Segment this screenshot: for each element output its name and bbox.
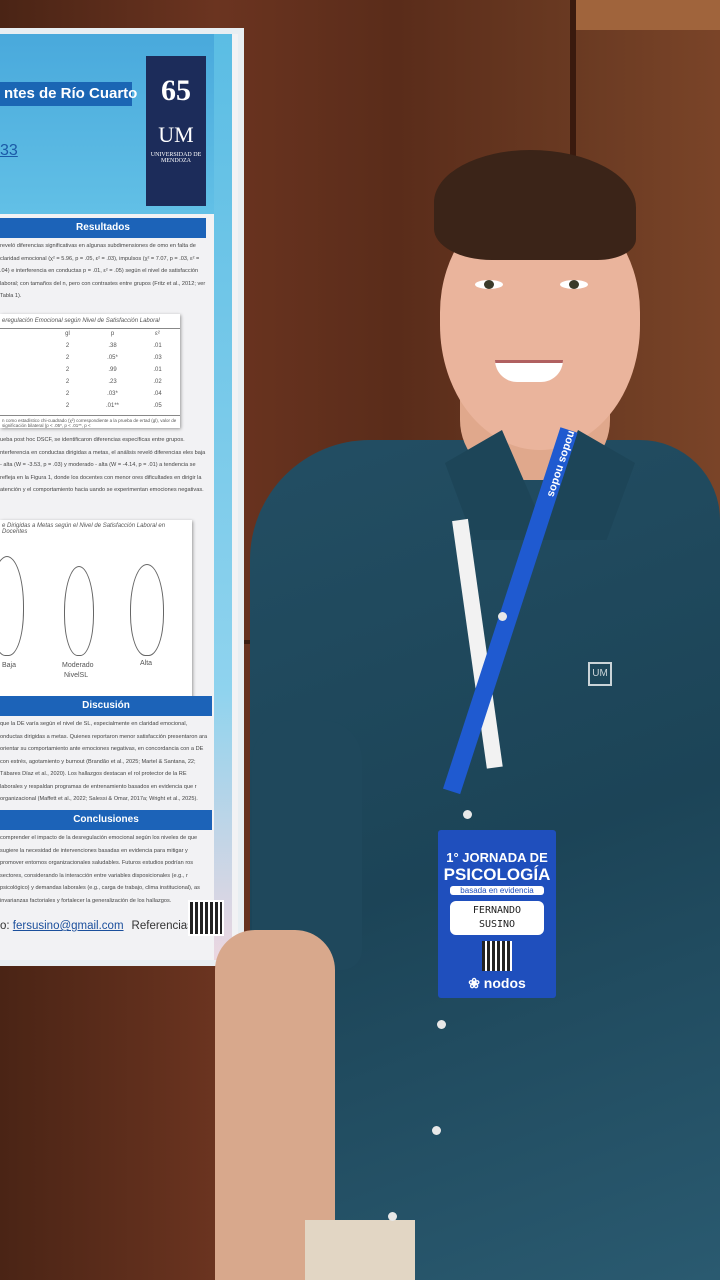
contact-line: o: fersusino@gmail.com Referencias: bbox=[0, 920, 197, 932]
badge-qr-code bbox=[482, 941, 512, 971]
university-logo: 65 UM UNIVERSIDAD DE MENDOZA bbox=[146, 56, 206, 206]
shirt-logo: UM bbox=[588, 662, 612, 686]
shirt-button bbox=[388, 1212, 397, 1221]
violin-alta bbox=[130, 564, 164, 656]
results-table: eregulación Emocional según Nivel de Sat… bbox=[0, 314, 180, 428]
poster-code: 33 bbox=[0, 142, 18, 159]
badge-name: FERNANDO SUSINO bbox=[450, 901, 544, 935]
posthoc-text: ueba post hoc DSCF, se identificaron dif… bbox=[0, 437, 206, 493]
discussion-text: que la DE varía según el nivel de SL, es… bbox=[0, 721, 208, 802]
results-text: reveló diferencias significativas en alg… bbox=[0, 243, 206, 299]
table-row: 2.99.01 bbox=[65, 367, 162, 373]
x-tick: Baja bbox=[2, 662, 17, 669]
smile bbox=[495, 360, 563, 382]
pants bbox=[305, 1220, 415, 1280]
table-row: 2.05* .03 bbox=[65, 355, 162, 361]
x-tick: Alta bbox=[140, 660, 153, 667]
table-row: 2.03* .04 bbox=[65, 391, 162, 397]
eye bbox=[475, 280, 503, 289]
section-results: Resultados bbox=[0, 218, 206, 238]
poster-stripe bbox=[214, 34, 232, 960]
email-link[interactable]: fersusino@gmail.com bbox=[12, 920, 124, 932]
research-poster: ntes de Río Cuarto 33 65 UM UNIVERSIDAD … bbox=[0, 28, 244, 966]
hair bbox=[434, 150, 636, 260]
violin-figure: e Dirigidas a Metas según el Nivel de Sa… bbox=[0, 520, 192, 710]
conclusions-text: comprender el impacto de la desregulació… bbox=[0, 835, 200, 904]
shirt-button bbox=[432, 1126, 441, 1135]
eye bbox=[560, 280, 588, 289]
nodos-logo: ❀ nodos bbox=[468, 975, 526, 991]
shirt-button bbox=[498, 612, 507, 621]
wall-panel bbox=[576, 0, 720, 30]
table-row: 2.23.02 bbox=[65, 379, 162, 385]
section-conclusions: Conclusiones bbox=[0, 810, 212, 830]
x-label: NivelSL bbox=[64, 672, 89, 679]
shirt-button bbox=[437, 1020, 446, 1029]
section-discussion: Discusión bbox=[0, 696, 212, 716]
x-tick: Moderado bbox=[62, 662, 94, 669]
table-row: 2.38.01 bbox=[65, 343, 162, 349]
qr-code bbox=[188, 900, 224, 936]
poster-title: ntes de Río Cuarto bbox=[0, 82, 137, 106]
sleeve bbox=[252, 720, 362, 970]
violin-moderado bbox=[64, 566, 94, 656]
table-row: 2.01** .05 bbox=[65, 403, 162, 409]
shirt-button bbox=[463, 810, 472, 819]
name-badge: 1° JORNADA DE PSICOLOGÍA basada en evide… bbox=[438, 830, 556, 998]
